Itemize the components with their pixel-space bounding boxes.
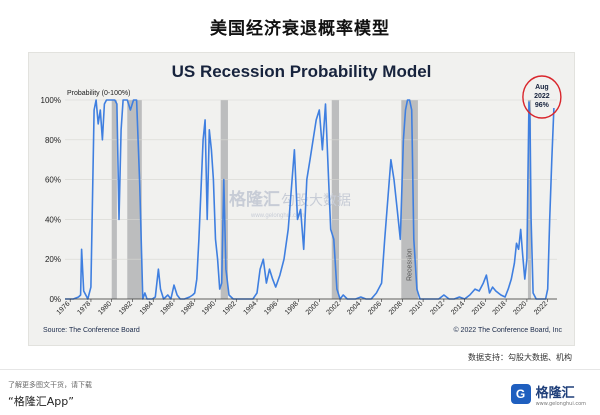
footer-app-name[interactable]: “格隆汇App” [8,395,74,408]
x-tick-label: 1990 [201,300,217,316]
annotation-circle [522,75,562,119]
logo-url: www.gelonghui.com [535,400,586,407]
recession-bar [331,100,340,299]
recession-probability-chart: Recession 格隆汇 勾股大数据 www.gelonghui.com 0% 20… [41,75,562,316]
x-tick-label: 1982 [118,300,134,316]
y-tick-label: 80% [45,136,61,145]
y-tick-label: 0% [49,295,61,304]
x-tick-label: 2016 [471,300,487,316]
footer-divider [0,369,600,370]
copyright-note: © 2022 The Conference Board, Inc [453,327,562,334]
x-tick-label: 1978 [76,300,92,316]
x-tick-label: 2012 [429,300,445,316]
y-tick-label: 40% [45,215,61,224]
y-tick-label: 60% [45,176,61,185]
annotation-month: Aug [535,84,549,91]
footer-download-note: 了解更多图文干货，请下载 [8,381,92,389]
x-tick-label: 2002 [326,300,342,316]
x-tick-label: 2004 [346,300,362,316]
logo-text: 格隆汇 [535,385,575,401]
x-tick-label: 1996 [263,300,279,316]
footer-logo[interactable]: G 格隆汇 www.gelonghui.com [510,383,586,407]
x-tick-label: 2010 [409,300,425,316]
recession-label: Recession [407,248,414,281]
source-note: Source: The Conference Board [43,327,140,334]
chart-title: US Recession Probability Model [171,62,432,81]
x-tick-label: 1984 [139,300,155,316]
x-tick-label: 2008 [388,300,404,316]
x-tick-label: 1980 [97,300,113,316]
y-axis-label: Probability (0-100%) [67,90,130,97]
annotation-year: 2022 [534,93,550,100]
recession-bar [527,100,532,299]
data-support-note: 数据支持：勾股大数据、机构 [468,353,572,362]
chart-panel: US Recession Probability Model Recession… [28,52,575,346]
x-tick-label: 1998 [284,300,300,316]
x-tick-label: 2014 [450,300,466,316]
x-tick-label: 2020 [512,300,528,316]
annotation-value: 96% [535,102,550,109]
watermark-partner: 勾股大数据 [281,193,351,209]
page-headline: 美国经济衰退概率模型 [210,19,390,39]
watermark-site: www.gelonghui.com [250,213,304,219]
x-tick-label: 1986 [159,300,175,316]
x-tick-label: 1992 [222,300,238,316]
x-tick-label: 1988 [180,300,196,316]
y-tick-label: 100% [41,96,61,105]
x-tick-label: 2006 [367,300,383,316]
x-tick-label: 2022 [533,300,549,316]
brand-logo-icon: G [510,384,531,404]
x-tick-label: 2000 [305,300,321,316]
watermark-brand: 格隆汇 [229,189,280,210]
x-tick-label: 1994 [242,300,258,316]
x-tick-label: 2018 [492,300,508,316]
recession-bar [111,100,117,299]
y-tick-label: 20% [45,255,61,264]
probability-line [65,99,555,300]
